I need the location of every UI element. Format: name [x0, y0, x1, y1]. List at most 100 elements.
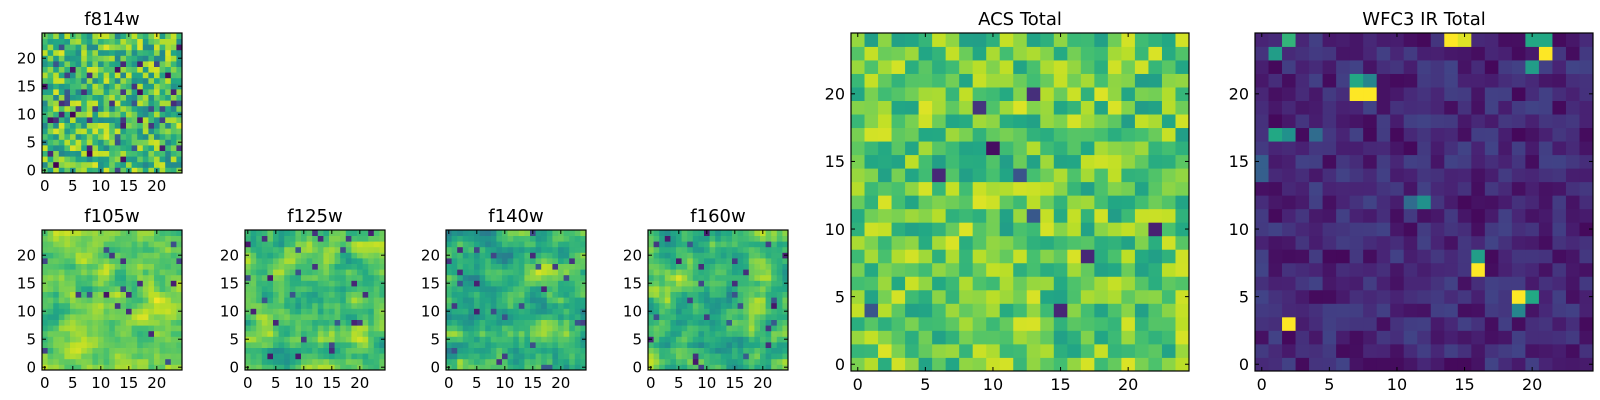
heatmap-cell: [120, 336, 127, 343]
heatmap-cell: [1094, 222, 1109, 237]
heatmap-cell: [323, 336, 330, 343]
heatmap-cell: [81, 33, 88, 39]
heatmap-cell: [687, 274, 694, 281]
heatmap-cell: [972, 357, 987, 372]
heatmap-cell: [323, 241, 330, 248]
heatmap-cell: [737, 241, 744, 248]
heatmap-cell: [468, 274, 475, 281]
heatmap-cell: [681, 263, 688, 270]
heatmap-cell: [58, 89, 65, 95]
heatmap-cell: [301, 342, 307, 348]
heatmap-cell: [170, 280, 177, 287]
heatmap-cell: [1525, 60, 1540, 74]
heatmap-cell: [715, 230, 722, 236]
heatmap-cell: [524, 291, 531, 298]
heatmap-cell: [284, 302, 291, 309]
heatmap-cell: [1376, 127, 1391, 142]
heatmap-cell: [256, 302, 263, 309]
heatmap-cell: [323, 353, 330, 360]
heatmap-cell: [250, 246, 257, 253]
heatmap-cell: [451, 286, 458, 292]
heatmap-cell: [1053, 60, 1068, 74]
heatmap-cell: [53, 241, 60, 248]
heatmap-cell: [351, 252, 358, 259]
heatmap-cell: [558, 308, 564, 315]
heatmap-cell: [765, 252, 772, 259]
heatmap-cell: [109, 72, 116, 79]
heatmap-cell: [47, 297, 54, 304]
heatmap-cell: [754, 347, 761, 354]
heatmap-cell: [64, 274, 71, 281]
heatmap-cell: [748, 241, 755, 248]
heatmap-cell: [704, 330, 710, 337]
heatmap-cell: [154, 61, 160, 67]
heatmap-cell: [323, 235, 330, 242]
heatmap-cell: [345, 347, 352, 354]
heatmap-cell: [918, 276, 933, 291]
heatmap-cell: [782, 325, 789, 332]
heatmap-cell: [765, 286, 772, 292]
heatmap-cell: [574, 235, 581, 242]
heatmap-cell: [687, 342, 694, 348]
heatmap-cell: [148, 319, 155, 326]
heatmap-cell: [53, 156, 60, 163]
heatmap-cell: [1295, 330, 1310, 345]
heatmap-cell: [507, 246, 514, 253]
heatmap-cell: [92, 72, 99, 79]
heatmap-cell: [891, 222, 906, 237]
heatmap-cell: [782, 246, 789, 253]
heatmap-cell: [1471, 73, 1486, 88]
heatmap-cell: [345, 336, 352, 343]
heatmap-cell: [659, 330, 666, 337]
heatmap-cell: [959, 46, 974, 61]
heatmap-cell: [748, 314, 755, 320]
heatmap-cell: [1565, 154, 1580, 169]
heatmap-cell: [1322, 343, 1337, 358]
heatmap-cell: [502, 314, 508, 320]
heatmap-cell: [114, 230, 121, 236]
heatmap-cell: [98, 302, 104, 309]
heatmap-cell: [502, 280, 508, 287]
heatmap-cell: [1538, 141, 1553, 156]
heatmap-cell: [176, 353, 183, 360]
heatmap-cell: [1148, 303, 1163, 318]
heatmap-cell: [137, 263, 144, 270]
heatmap-cell: [103, 263, 110, 270]
heatmap-cell: [743, 319, 750, 326]
heatmap-cell: [362, 325, 369, 332]
heatmap-cell: [765, 308, 772, 315]
heatmap-cell: [1268, 87, 1283, 101]
heatmap-cell: [1040, 276, 1055, 291]
heatmap-cell: [760, 280, 766, 287]
heatmap-cell: [1094, 46, 1109, 61]
heatmap-cell: [1538, 195, 1553, 210]
heatmap-cell: [81, 319, 88, 326]
heatmap-cell: [878, 343, 892, 358]
heatmap-cell: [502, 336, 508, 343]
heatmap-cell: [295, 297, 302, 304]
heatmap-cell: [109, 252, 116, 259]
heatmap-cell: [103, 319, 110, 326]
heatmap-cell: [878, 100, 892, 115]
heatmap-cell: [42, 342, 48, 348]
heatmap-cell: [312, 286, 319, 292]
heatmap-cell: [103, 150, 110, 157]
heatmap-cell: [580, 314, 587, 320]
heatmap-cell: [306, 330, 313, 337]
heatmap-cell: [485, 274, 492, 281]
heatmap-cell: [732, 308, 738, 315]
heatmap-cell: [457, 364, 464, 371]
heatmap-cell: [70, 302, 76, 309]
heatmap-cell: [131, 286, 138, 292]
heatmap-cell: [81, 252, 88, 259]
heatmap-cell: [357, 347, 363, 354]
heatmap-cell: [563, 263, 570, 270]
heatmap-cell: [131, 111, 138, 118]
heatmap-cell: [776, 274, 783, 281]
heatmap-cell: [1336, 127, 1351, 142]
heatmap-cell: [1175, 195, 1190, 210]
heatmap-cell: [159, 145, 166, 151]
heatmap-cell: [159, 347, 166, 354]
heatmap-cell: [709, 319, 716, 326]
heatmap-cell: [170, 105, 177, 112]
